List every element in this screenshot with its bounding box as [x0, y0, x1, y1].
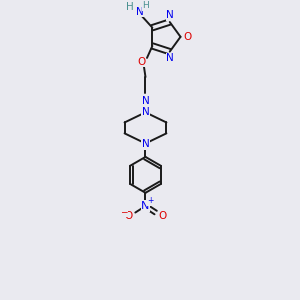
- Text: +: +: [147, 196, 154, 206]
- Text: −: −: [120, 207, 128, 216]
- Text: N: N: [167, 11, 174, 20]
- Text: N: N: [142, 139, 149, 149]
- Text: N: N: [141, 201, 150, 211]
- Text: H: H: [142, 1, 149, 10]
- Text: O: O: [183, 32, 191, 42]
- Text: O: O: [124, 212, 133, 221]
- Text: O: O: [137, 56, 146, 67]
- Text: H: H: [126, 2, 134, 12]
- Text: O: O: [158, 212, 166, 221]
- Text: N: N: [136, 7, 143, 16]
- Text: N: N: [142, 107, 149, 117]
- Text: N: N: [167, 53, 174, 63]
- Text: N: N: [142, 96, 149, 106]
